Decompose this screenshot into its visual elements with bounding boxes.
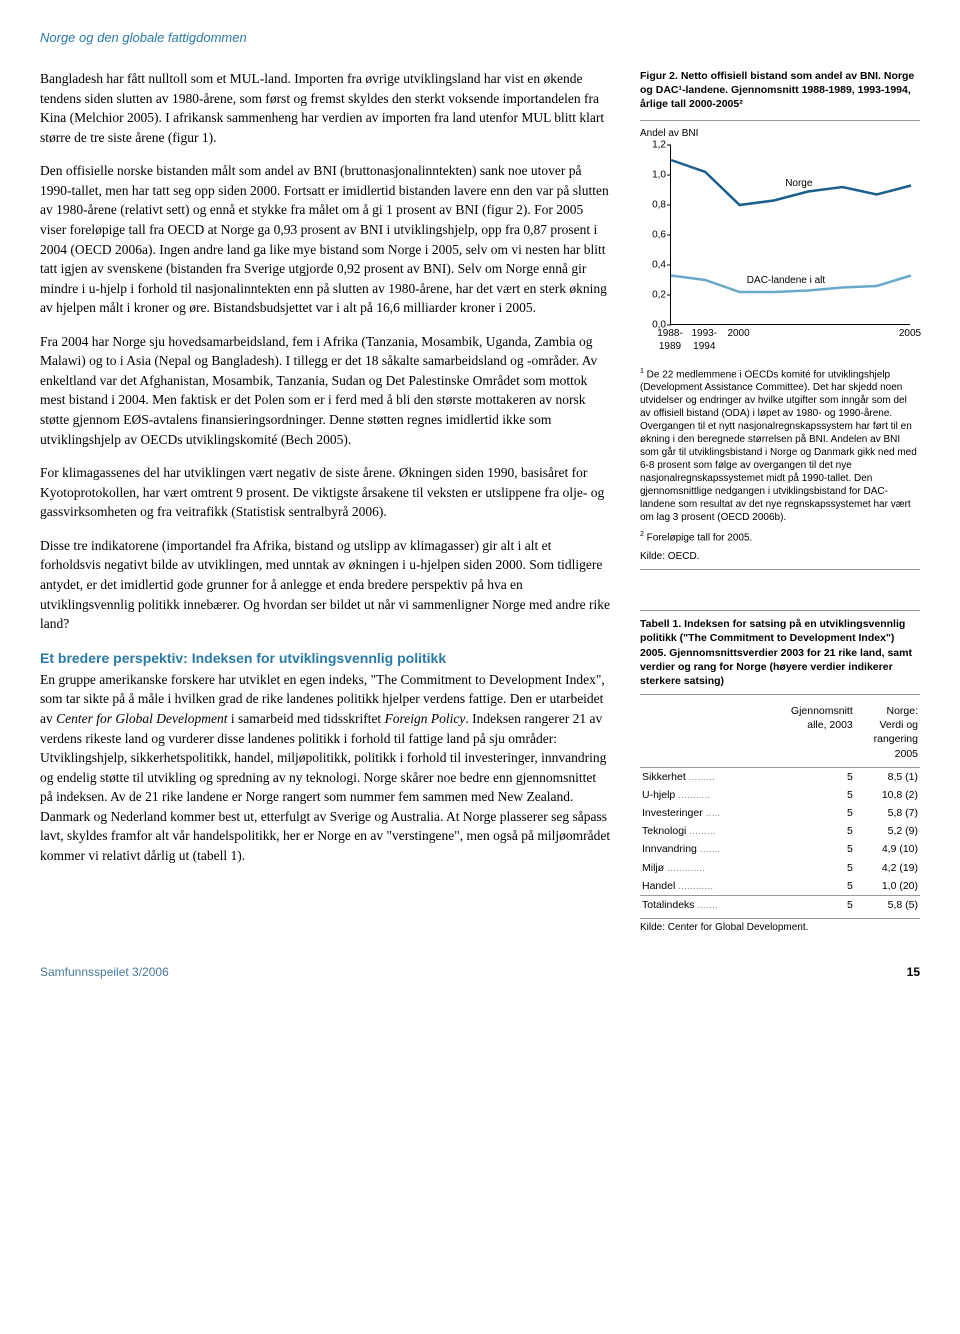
chart-y-tick: 1,0 bbox=[648, 168, 666, 182]
chart-series-label: Norge bbox=[785, 177, 812, 191]
table-cell: Miljø ............. bbox=[640, 859, 766, 877]
table-cell: Handel ............ bbox=[640, 877, 766, 896]
italic-run: Foreign Policy bbox=[385, 711, 466, 726]
table-cell: 5 bbox=[766, 786, 855, 804]
table-cell: 5 bbox=[766, 859, 855, 877]
chart-plot-area bbox=[670, 145, 910, 325]
table-cell: 5 bbox=[766, 767, 855, 786]
page-footer: Samfunnsspeilet 3/2006 15 bbox=[40, 965, 920, 979]
table-cell: 4,2 (19) bbox=[855, 859, 920, 877]
chart-x-tick: 1988-1989 bbox=[657, 327, 683, 354]
paragraph: Fra 2004 har Norge sju hovedsamarbeidsla… bbox=[40, 332, 612, 449]
data-table: Gjennomsnittalle, 2003Norge:Verdi ograng… bbox=[640, 701, 920, 914]
figure-caption: Figur 2. Netto offisiell bistand som and… bbox=[640, 69, 920, 112]
table-cell: 5,8 (5) bbox=[855, 895, 920, 914]
footnote-text: De 22 medlemmene i OECDs komité for utvi… bbox=[640, 369, 917, 523]
table-row: Teknologi .........55,2 (9) bbox=[640, 822, 920, 840]
table-cell: 5 bbox=[766, 877, 855, 896]
two-column-layout: Bangladesh har fått nulltoll som et MUL-… bbox=[40, 69, 920, 935]
table-cell: 5 bbox=[766, 840, 855, 858]
chart-x-tick: 2000 bbox=[727, 327, 749, 341]
chart-y-tick: 0,2 bbox=[648, 288, 666, 302]
paragraph: Bangladesh har fått nulltoll som et MUL-… bbox=[40, 69, 612, 147]
table-row: Investeringer .....55,8 (7) bbox=[640, 804, 920, 822]
paragraph: En gruppe amerikanske forskere har utvik… bbox=[40, 670, 612, 866]
chart-x-tick: 1993-1994 bbox=[691, 327, 717, 354]
table-cell: Investeringer ..... bbox=[640, 804, 766, 822]
table-cell: 5,8 (7) bbox=[855, 804, 920, 822]
table-head: Gjennomsnittalle, 2003Norge:Verdi ograng… bbox=[640, 701, 920, 767]
table-row: Handel ............51,0 (20) bbox=[640, 877, 920, 896]
paragraph: Disse tre indikatorene (importandel fra … bbox=[40, 536, 612, 634]
section-heading: Et bredere perspektiv: Indeksen for utvi… bbox=[40, 648, 612, 668]
table-cell: 1,0 (20) bbox=[855, 877, 920, 896]
table-cell: 8,5 (1) bbox=[855, 767, 920, 786]
table-row: U-hjelp ...........510,8 (2) bbox=[640, 786, 920, 804]
chart-x-tick: 2005 bbox=[899, 327, 921, 341]
table-cell: 4,9 (10) bbox=[855, 840, 920, 858]
text-run: . Indeksen rangerer 21 av verdens rikest… bbox=[40, 711, 610, 863]
divider bbox=[640, 120, 920, 121]
table-row: Totalindeks .......55,8 (5) bbox=[640, 895, 920, 914]
table-cell: Totalindeks ....... bbox=[640, 895, 766, 914]
table-column-header bbox=[640, 701, 766, 767]
divider bbox=[640, 694, 920, 695]
figure-footnote: 2 Foreløpige tall for 2005. bbox=[640, 530, 920, 544]
footnote-text: Foreløpige tall for 2005. bbox=[644, 532, 752, 543]
table-caption: Tabell 1. Indeksen for satsing på en utv… bbox=[640, 610, 920, 688]
line-chart: Andel av BNI 0,00,20,40,60,81,01,2 1988-… bbox=[640, 127, 920, 357]
table-cell: Innvandring ....... bbox=[640, 840, 766, 858]
table-column-header: Gjennomsnittalle, 2003 bbox=[766, 701, 855, 767]
table-cell: 5,2 (9) bbox=[855, 822, 920, 840]
chart-y-tick: 0,4 bbox=[648, 258, 666, 272]
table-cell: 5 bbox=[766, 804, 855, 822]
chart-y-tick: 1,2 bbox=[648, 138, 666, 152]
table-row: Miljø .............54,2 (19) bbox=[640, 859, 920, 877]
divider bbox=[640, 569, 920, 570]
sidebar-column: Figur 2. Netto offisiell bistand som and… bbox=[640, 69, 920, 935]
figure-source: Kilde: OECD. bbox=[640, 550, 920, 563]
table-cell: 5 bbox=[766, 822, 855, 840]
paragraph: For klimagassenes del har utviklingen væ… bbox=[40, 463, 612, 522]
table-source: Kilde: Center for Global Development. bbox=[640, 918, 920, 935]
running-header: Norge og den globale fattigdommen bbox=[40, 30, 920, 45]
table-row: Innvandring .......54,9 (10) bbox=[640, 840, 920, 858]
table-column-header: Norge:Verdi ograngering2005 bbox=[855, 701, 920, 767]
chart-y-tick: 0,6 bbox=[648, 228, 666, 242]
table-cell: 5 bbox=[766, 895, 855, 914]
footer-journal: Samfunnsspeilet 3/2006 bbox=[40, 965, 169, 979]
chart-svg bbox=[671, 145, 911, 325]
figure-footnote: 1 De 22 medlemmene i OECDs komité for ut… bbox=[640, 367, 920, 524]
page-number: 15 bbox=[907, 965, 920, 979]
table-cell: 10,8 (2) bbox=[855, 786, 920, 804]
italic-run: Center for Global Development bbox=[56, 711, 227, 726]
table-body: Sikkerhet .........58,5 (1)U-hjelp .....… bbox=[640, 767, 920, 914]
table-row: Sikkerhet .........58,5 (1) bbox=[640, 767, 920, 786]
table-cell: Teknologi ......... bbox=[640, 822, 766, 840]
table-cell: U-hjelp ........... bbox=[640, 786, 766, 804]
table-cell: Sikkerhet ......... bbox=[640, 767, 766, 786]
paragraph: Den offisielle norske bistanden målt som… bbox=[40, 161, 612, 318]
text-run: i samarbeid med tidsskriftet bbox=[227, 711, 384, 726]
main-text-column: Bangladesh har fått nulltoll som et MUL-… bbox=[40, 69, 612, 935]
chart-series-label: DAC-landene i alt bbox=[747, 274, 825, 288]
chart-y-tick: 0,8 bbox=[648, 198, 666, 212]
